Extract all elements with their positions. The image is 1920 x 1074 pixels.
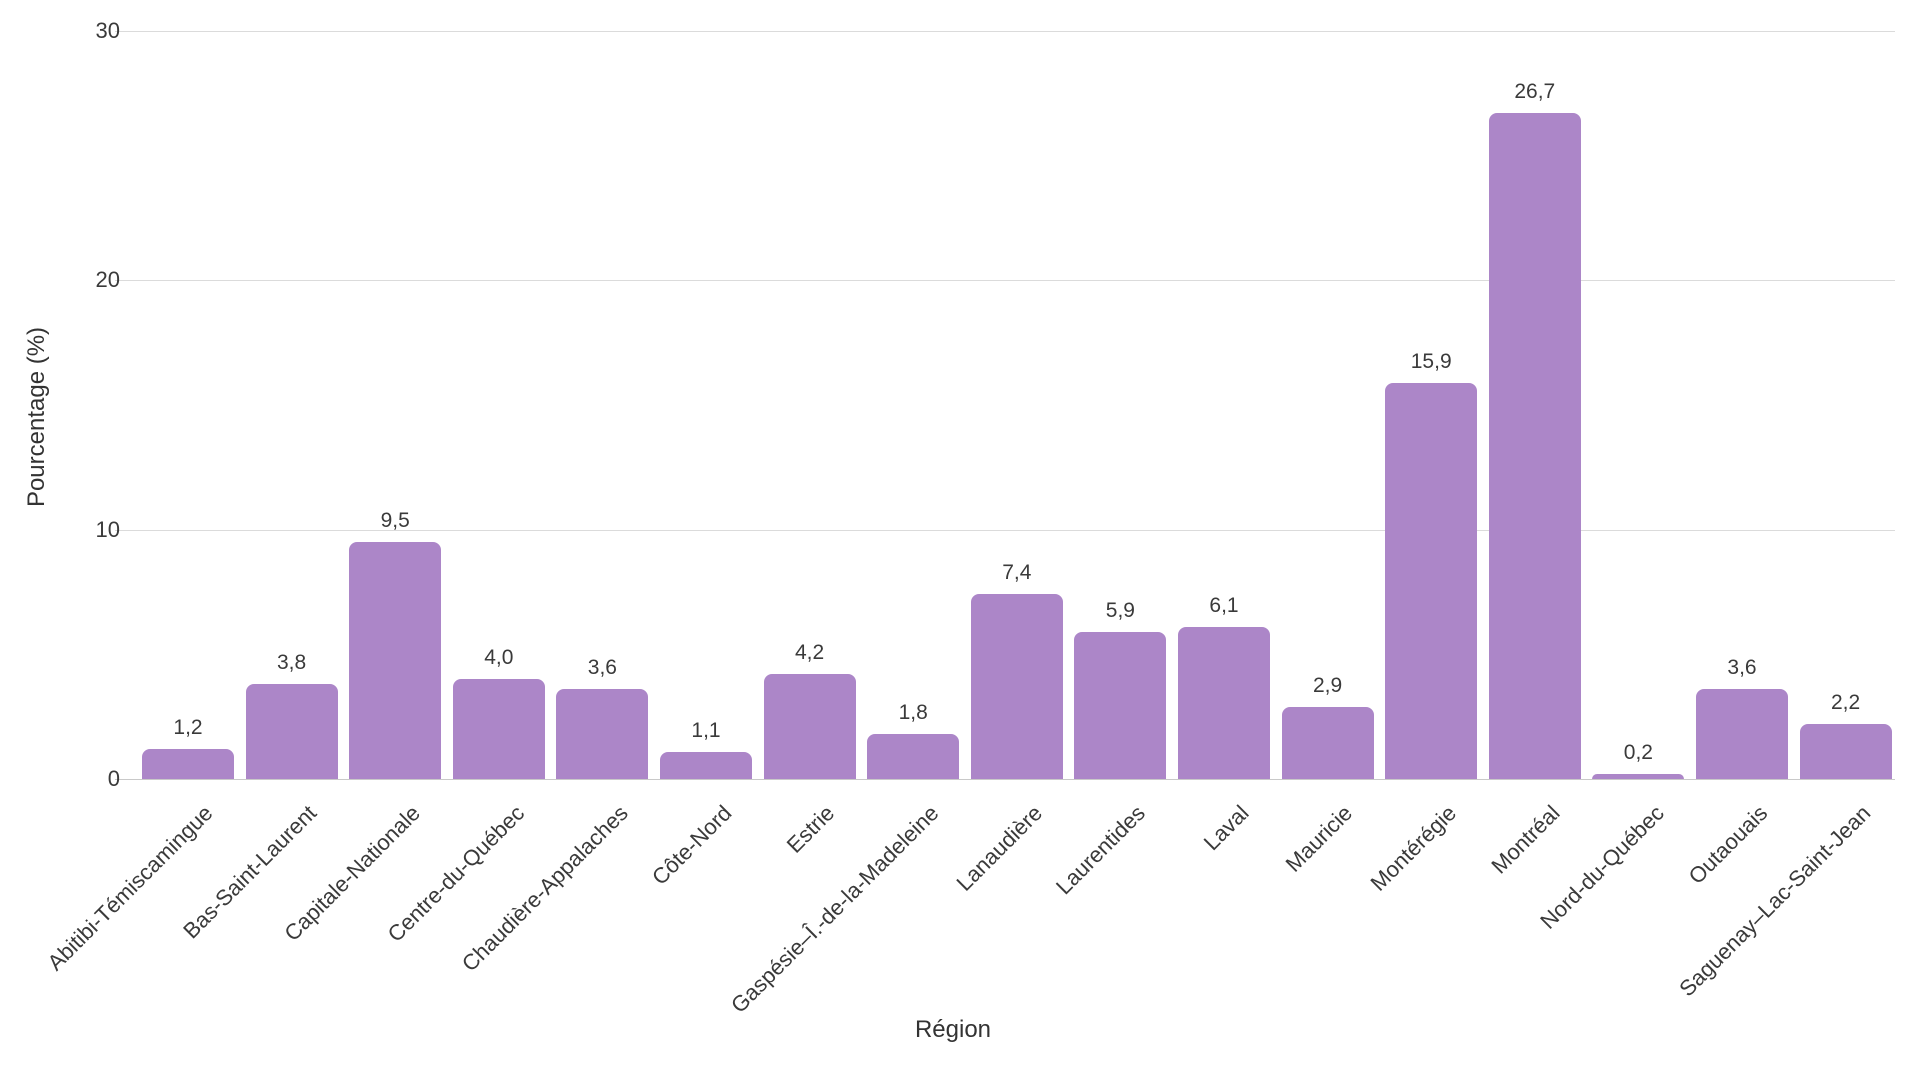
bar-bas-saint-laurent <box>245 684 338 779</box>
x-tick-label-monteregie: Montérégie <box>1365 800 1462 896</box>
value-label-chaudiere-appalaches: 3,6 <box>587 656 617 679</box>
value-label-estrie: 4,2 <box>794 641 825 664</box>
value-label-laval: 6,1 <box>1209 594 1239 617</box>
value-label-centre-du-quebec: 4,0 <box>484 646 514 669</box>
x-tick-label-laval: Laval <box>1199 800 1254 856</box>
x-tick-label-lanaudiere: Lanaudière <box>951 800 1047 896</box>
y-tick-label-30: 30 <box>95 18 120 43</box>
value-label-gaspesie-i-de-la-madeleine: 1,8 <box>898 701 928 724</box>
value-label-nord-du-quebec: 0,2 <box>1623 741 1653 764</box>
x-tick-label-laurentides: Laurentides <box>1051 800 1151 900</box>
value-label-cote-nord: 1,1 <box>691 719 721 742</box>
y-tick-label-10: 10 <box>95 516 120 542</box>
bar-monteregie <box>1385 383 1478 779</box>
gridline-20 <box>115 280 1895 282</box>
y-axis-title: Pourcentage (%) <box>23 326 50 508</box>
value-label-abitibi-temiscamingue: 1,2 <box>173 716 203 739</box>
x-tick-label-abitibi-temiscamingue: Abitibi-Témiscamingue <box>42 800 218 976</box>
x-tick-label-mauricie: Mauricie <box>1281 800 1358 877</box>
x-tick-label-cote-nord: Côte-Nord <box>646 800 736 890</box>
y-tick-label-0: 0 <box>107 766 120 791</box>
bar-outaouais <box>1696 689 1788 779</box>
bar-abitibi-temiscamingue <box>142 749 234 779</box>
value-label-bas-saint-laurent: 3,8 <box>276 651 307 674</box>
bar-chaudiere-appalaches <box>556 689 649 779</box>
x-tick-label-montreal: Montréal <box>1486 800 1565 879</box>
value-label-lanaudiere: 7,4 <box>1002 561 1032 584</box>
gridline-10 <box>115 529 1895 531</box>
value-label-capitale-nationale: 9,5 <box>380 509 410 532</box>
value-label-laurentides: 5,9 <box>1105 599 1135 622</box>
x-tick-label-gaspesie-i-de-la-madeleine: Gaspésie–Î.-de-la-Madeleine <box>725 800 944 1018</box>
x-axis-title: Région <box>914 1016 992 1043</box>
value-label-montreal: 26,7 <box>1514 80 1556 103</box>
bar-lanaudiere <box>970 594 1063 779</box>
bar-laurentides <box>1074 632 1167 779</box>
bar-nord-du-quebec <box>1592 774 1685 779</box>
value-label-saguenay-lac-saint-jean: 2,2 <box>1830 691 1861 714</box>
value-label-mauricie: 2,9 <box>1312 674 1343 697</box>
value-label-monteregie: 15,9 <box>1410 350 1452 373</box>
bar-montreal <box>1488 113 1581 779</box>
x-tick-label-estrie: Estrie <box>782 800 840 858</box>
bar-gaspesie-i-de-la-madeleine <box>867 734 960 779</box>
x-tick-label-outaouais: Outaouais <box>1683 800 1772 889</box>
bar-saguenay-lac-saint-jean <box>1799 724 1892 779</box>
bar-centre-du-quebec <box>452 679 545 779</box>
bar-laval <box>1178 627 1270 779</box>
value-label-outaouais: 3,6 <box>1727 656 1757 679</box>
bar-mauricie <box>1281 707 1374 779</box>
bar-cote-nord <box>660 752 752 779</box>
x-tick-label-saguenay-lac-saint-jean: Saguenay–Lac-Saint-Jean <box>1674 800 1876 1002</box>
bar-estrie <box>763 674 856 779</box>
y-tick-label-20: 20 <box>95 267 120 293</box>
gridline-30 <box>115 31 1895 32</box>
gridline-0 <box>115 779 1895 780</box>
bar-capitale-nationale <box>349 542 442 779</box>
